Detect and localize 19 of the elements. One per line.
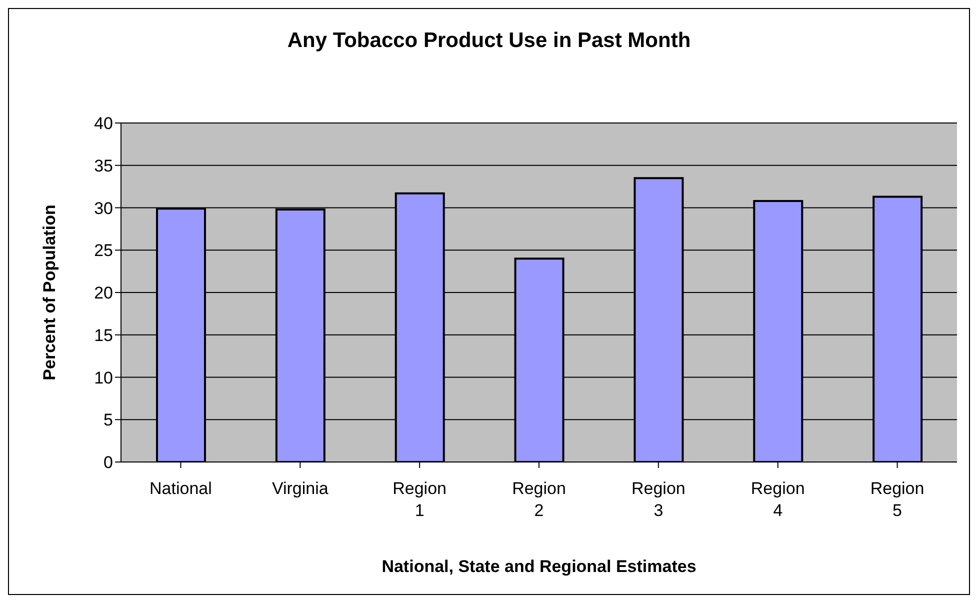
x-tick-label: Region 4 (750, 479, 805, 520)
x-tick-label: Region 5 (870, 479, 924, 520)
chart-title: Any Tobacco Product Use in Past Month (286, 29, 692, 53)
y-tick-label: 5 (104, 410, 113, 430)
y-tick-label: 20 (94, 284, 113, 303)
x-tick-label: Virginia (272, 479, 329, 498)
y-tick-label: 10 (94, 368, 113, 388)
x-tick-label: Region 3 (631, 479, 686, 520)
y-tick-label: 30 (94, 198, 113, 218)
x-tick-label: Region 1 (392, 479, 447, 520)
x-axis-title: National, State and Regional Estimates (382, 557, 696, 576)
x-tick-label: Region 2 (512, 479, 566, 520)
x-tick-label: National (150, 479, 212, 498)
y-tick-label: 40 (94, 114, 113, 134)
y-tick-label: 35 (94, 156, 113, 176)
y-tick-label: 0 (104, 453, 113, 472)
y-tick-label: 25 (94, 241, 113, 260)
y-tick-label: 15 (94, 326, 113, 345)
y-axis-title: Percent of Population (40, 204, 60, 380)
